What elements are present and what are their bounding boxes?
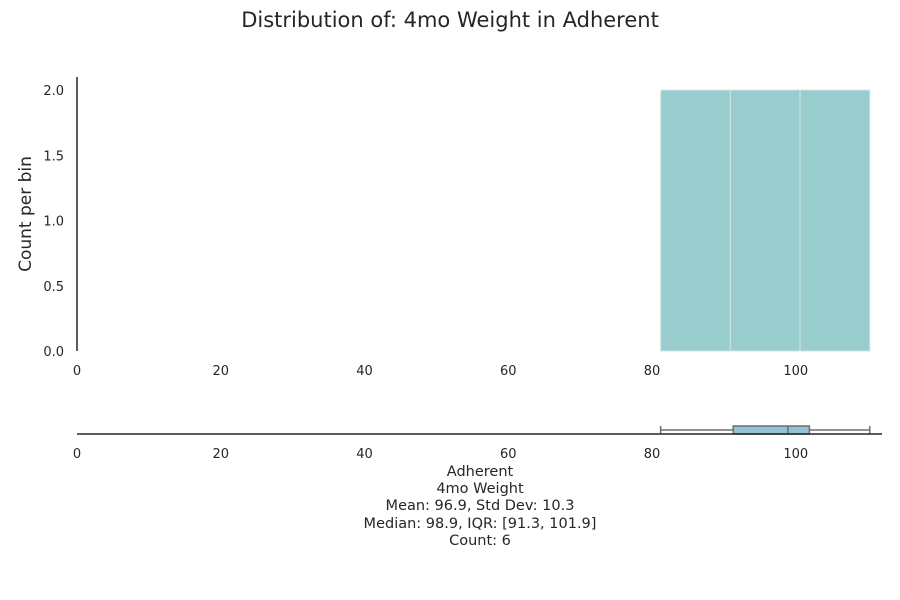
y-tick-label-2: 1.0 — [43, 215, 64, 230]
boxplot-axes: 0 20 40 60 80 100 — [73, 433, 882, 462]
y-tick-label-3: 1.5 — [43, 149, 64, 164]
y-tick-label-4: 2.0 — [43, 84, 64, 99]
y-tick-label-1: 0.5 — [43, 280, 64, 295]
stats-median-iqr: Median: 98.9, IQR: [91.3, 101.9] — [363, 515, 597, 532]
box-x-tick-label-4: 80 — [644, 447, 661, 462]
box-iqr — [732, 425, 811, 435]
histogram-bars — [660, 89, 871, 352]
chart-title: Distribution of: 4mo Weight in Adherent — [241, 8, 659, 32]
histogram-bar-0 — [660, 89, 731, 352]
stats-count: Count: 6 — [449, 532, 511, 549]
box-x-tick-label-0: 0 — [73, 447, 81, 462]
x-tick-label-5: 100 — [783, 364, 808, 379]
histogram-axes: 0.0 0.5 1.0 1.5 2.0 0 20 40 60 80 100 — [43, 77, 808, 379]
x-tick-label-1: 20 — [212, 364, 229, 379]
x-tick-label-2: 40 — [356, 364, 373, 379]
stats-group-label: Adherent — [446, 464, 514, 480]
x-tick-label-4: 80 — [644, 364, 661, 379]
histogram-bar-2 — [799, 89, 871, 352]
x-tick-label-3: 60 — [500, 364, 517, 379]
box-x-tick-label-2: 40 — [356, 447, 373, 462]
y-tick-label-0: 0.0 — [43, 345, 64, 360]
histogram-bar-1 — [729, 89, 801, 352]
stats-mean-std: Mean: 96.9, Std Dev: 10.3 — [385, 498, 575, 515]
box-x-tick-label-1: 20 — [212, 447, 229, 462]
summary-stats: Adherent 4mo Weight Mean: 96.9, Std Dev:… — [364, 464, 597, 550]
boxplot — [659, 425, 871, 435]
stats-variable-label: 4mo Weight — [436, 481, 524, 498]
x-tick-label-0: 0 — [73, 364, 81, 379]
box-x-tick-label-5: 100 — [783, 447, 808, 462]
box-x-tick-label-3: 60 — [500, 447, 517, 462]
